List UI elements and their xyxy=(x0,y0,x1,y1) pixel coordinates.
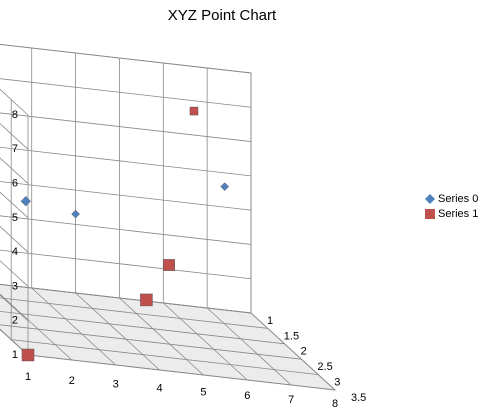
legend-marker xyxy=(425,194,435,204)
x-tick-label: 8 xyxy=(332,398,338,409)
grid-line xyxy=(27,354,336,391)
x-tick-label: 7 xyxy=(288,394,294,406)
grid-line xyxy=(0,191,29,219)
z-tick-label: 2.5 xyxy=(317,361,332,373)
grid-line xyxy=(0,324,302,360)
walls xyxy=(0,43,337,391)
grid-line xyxy=(119,297,204,376)
point xyxy=(71,209,80,219)
legend-label: Series 1 xyxy=(438,208,478,220)
z-tick-label: 2 xyxy=(301,346,307,358)
point xyxy=(140,293,153,307)
grid-line xyxy=(0,88,29,116)
grid-line xyxy=(0,283,252,314)
chart-title: XYZ Point Chart xyxy=(168,7,277,24)
point xyxy=(163,259,175,271)
grid-line xyxy=(0,146,252,177)
grid-line xyxy=(0,249,252,280)
grid-line xyxy=(0,78,252,108)
x-tick-label: 3 xyxy=(113,379,119,391)
x-tick-label: 4 xyxy=(157,382,163,394)
legend-label: Series 0 xyxy=(438,193,478,205)
grid-line xyxy=(0,43,252,74)
legend-marker xyxy=(425,209,435,219)
grid-line xyxy=(0,112,252,142)
z-tick-label: 3 xyxy=(334,377,340,389)
z-tick-label: 3.5 xyxy=(351,392,366,404)
grid-line xyxy=(0,293,73,361)
back-wall xyxy=(0,43,252,314)
grid-line xyxy=(163,302,248,381)
y-tick-label: 1 xyxy=(12,349,18,361)
y-tick-label: 2 xyxy=(12,315,18,327)
grid-line xyxy=(75,292,160,371)
y-tick-label: 6 xyxy=(12,177,18,189)
grid-line xyxy=(0,157,29,184)
grid-line xyxy=(0,310,285,345)
x-tick-label: 5 xyxy=(200,386,206,398)
z-tick-label: 1 xyxy=(267,315,273,327)
grid-line xyxy=(0,181,252,211)
z-tick-label: 1.5 xyxy=(284,330,299,342)
grid-line xyxy=(0,123,29,150)
grid-line xyxy=(0,297,268,329)
grid-line xyxy=(0,328,29,356)
y-tick-label: 7 xyxy=(12,143,18,155)
grid-line xyxy=(11,339,319,375)
grid-line xyxy=(0,215,252,245)
y-tick-label: 4 xyxy=(12,246,18,258)
x-tick-label: 1 xyxy=(25,371,31,383)
y-tick-label: 3 xyxy=(12,280,18,292)
grid-line xyxy=(31,287,116,366)
y-tick-label: 5 xyxy=(12,212,18,224)
x-tick-label: 6 xyxy=(244,390,250,402)
grid-line xyxy=(250,312,336,391)
y-tick-label: 8 xyxy=(12,109,18,121)
grid-line xyxy=(0,294,29,322)
point xyxy=(220,182,230,191)
grid-line xyxy=(0,225,29,253)
point xyxy=(20,196,31,207)
point xyxy=(21,348,35,362)
grid-line xyxy=(0,260,29,287)
x-tick-label: 2 xyxy=(69,375,75,387)
grid-line xyxy=(206,307,292,386)
point xyxy=(189,106,199,116)
